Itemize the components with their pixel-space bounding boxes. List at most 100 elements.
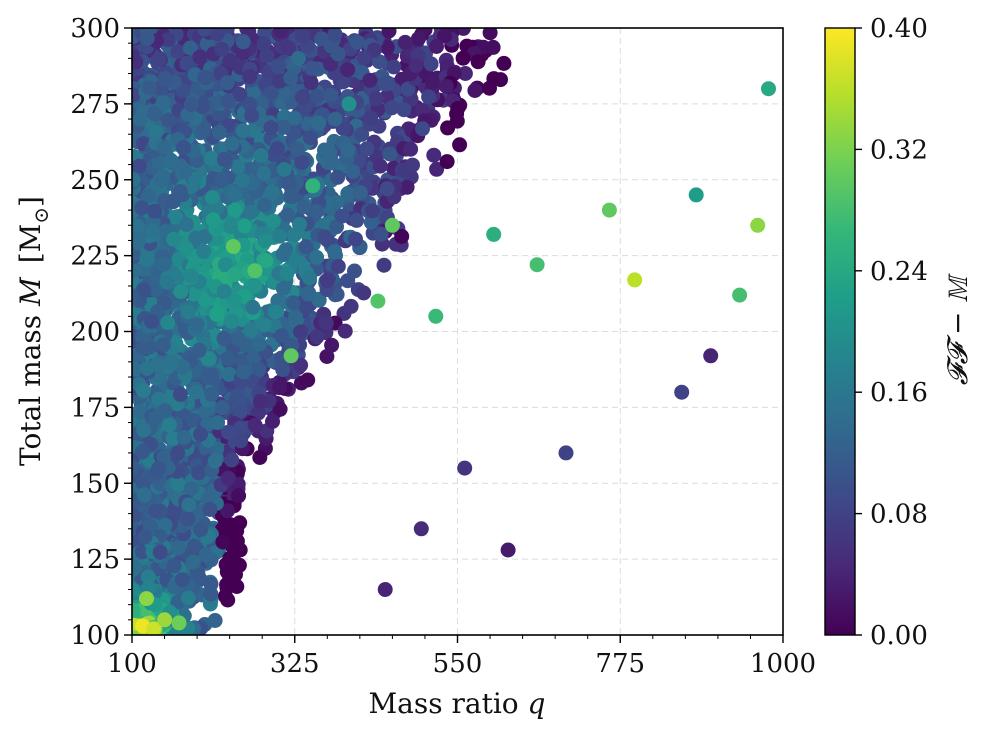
scatter-point — [246, 85, 262, 101]
scatter-point — [674, 384, 690, 400]
scatter-point — [135, 383, 151, 398]
scatter-point — [429, 39, 444, 54]
scatter-point — [265, 414, 280, 429]
scatter-point — [384, 100, 400, 116]
scatter-point — [147, 203, 163, 219]
scatter-point — [263, 85, 279, 101]
scatter-point — [132, 234, 146, 250]
scatter-point — [157, 71, 173, 87]
scatter-point — [317, 229, 333, 245]
scatter-point — [283, 348, 299, 364]
scatter-point — [368, 91, 384, 107]
scatter-point — [233, 433, 249, 449]
scatter-point — [219, 75, 235, 91]
x-axis-ticks: 100 325 550 775 1000 — [107, 635, 816, 679]
scatter-point — [192, 571, 208, 587]
scatter-point — [209, 306, 225, 322]
scatter-point — [410, 31, 426, 47]
scatter-point — [132, 263, 141, 279]
scatter-point — [337, 323, 353, 339]
scatter-point — [688, 187, 704, 203]
scatter-point — [380, 75, 396, 91]
scatter-point — [384, 217, 400, 233]
scatter-point — [132, 218, 145, 234]
scatter-point — [152, 544, 168, 560]
scatter-point — [455, 50, 471, 66]
scatter-point — [437, 28, 453, 44]
scatter-point — [235, 34, 251, 50]
colorbar-tick-label: 0.40 — [870, 14, 928, 44]
scatter-point — [189, 317, 205, 333]
y-tick-label: 300 — [70, 14, 120, 44]
scatter-point — [429, 161, 445, 177]
scatter-point — [146, 621, 162, 635]
scatter-point — [359, 141, 375, 157]
scatter-point — [627, 272, 643, 288]
scatter-point — [179, 55, 195, 71]
scatter-point — [212, 124, 227, 140]
scatter-point — [428, 308, 444, 324]
scatter-point — [132, 361, 143, 377]
colorbar-ticks: 0.00 0.08 0.16 0.24 0.32 0.40 — [855, 14, 928, 651]
scatter-point — [220, 350, 236, 366]
scatter-point — [233, 420, 248, 436]
scatter-point — [275, 362, 291, 378]
scatter-point — [379, 181, 395, 197]
scatter-point — [425, 74, 440, 90]
scatter-point — [298, 239, 314, 255]
scatter-point — [165, 430, 181, 446]
scatter-point — [227, 187, 243, 203]
scatter-point — [423, 56, 439, 72]
scatter-point — [318, 315, 334, 331]
scatter-point — [140, 569, 156, 585]
scatter-point — [183, 481, 199, 497]
scatter-point — [215, 534, 231, 550]
scatter-point — [148, 124, 164, 140]
scatter-point — [283, 189, 299, 205]
scatter-point — [382, 146, 398, 162]
scatter-point — [180, 304, 196, 320]
scatter-point — [356, 50, 372, 66]
scatter-point — [132, 603, 141, 618]
scatter-point — [147, 503, 163, 519]
scatter-point — [159, 274, 175, 290]
scatter-point — [750, 217, 766, 233]
scatter-point — [214, 400, 230, 416]
scatter-point — [222, 550, 238, 566]
scatter-point — [204, 386, 220, 402]
scatter-point — [153, 172, 169, 188]
scatter-point — [135, 475, 151, 490]
scatter-point — [482, 28, 498, 41]
scatter-point — [235, 353, 251, 369]
scatter-point — [601, 202, 617, 218]
scatter-point — [234, 173, 250, 188]
scatter-point — [232, 542, 248, 558]
colorbar-label: 𝓕𝓕 − 𝕄 — [941, 273, 974, 386]
scatter-point — [457, 66, 473, 81]
scatter-point — [381, 28, 397, 39]
scatter-point — [136, 282, 152, 298]
scatter-point — [529, 257, 545, 273]
scatter-point — [356, 285, 372, 301]
scatter-point — [327, 111, 343, 127]
scatter-point — [341, 96, 357, 112]
scatter-point — [235, 45, 251, 61]
scatter-point — [142, 518, 158, 534]
scatter-point — [227, 266, 243, 282]
scatter-point — [198, 547, 214, 563]
scatter-point — [327, 244, 343, 259]
scatter-point — [231, 488, 247, 504]
scatter-point — [309, 329, 325, 345]
scatter-point — [253, 148, 269, 163]
scatter-point — [168, 209, 184, 225]
scatter-point — [144, 314, 160, 329]
scatter-point — [272, 401, 288, 417]
scatter-point — [170, 44, 186, 59]
scatter-point — [163, 152, 179, 168]
scatter-point — [171, 540, 186, 556]
scatter-point — [183, 268, 199, 284]
scatter-point — [235, 364, 251, 380]
scatter-point — [221, 424, 236, 440]
scatter-point — [319, 272, 335, 288]
scatter-point — [289, 141, 305, 157]
